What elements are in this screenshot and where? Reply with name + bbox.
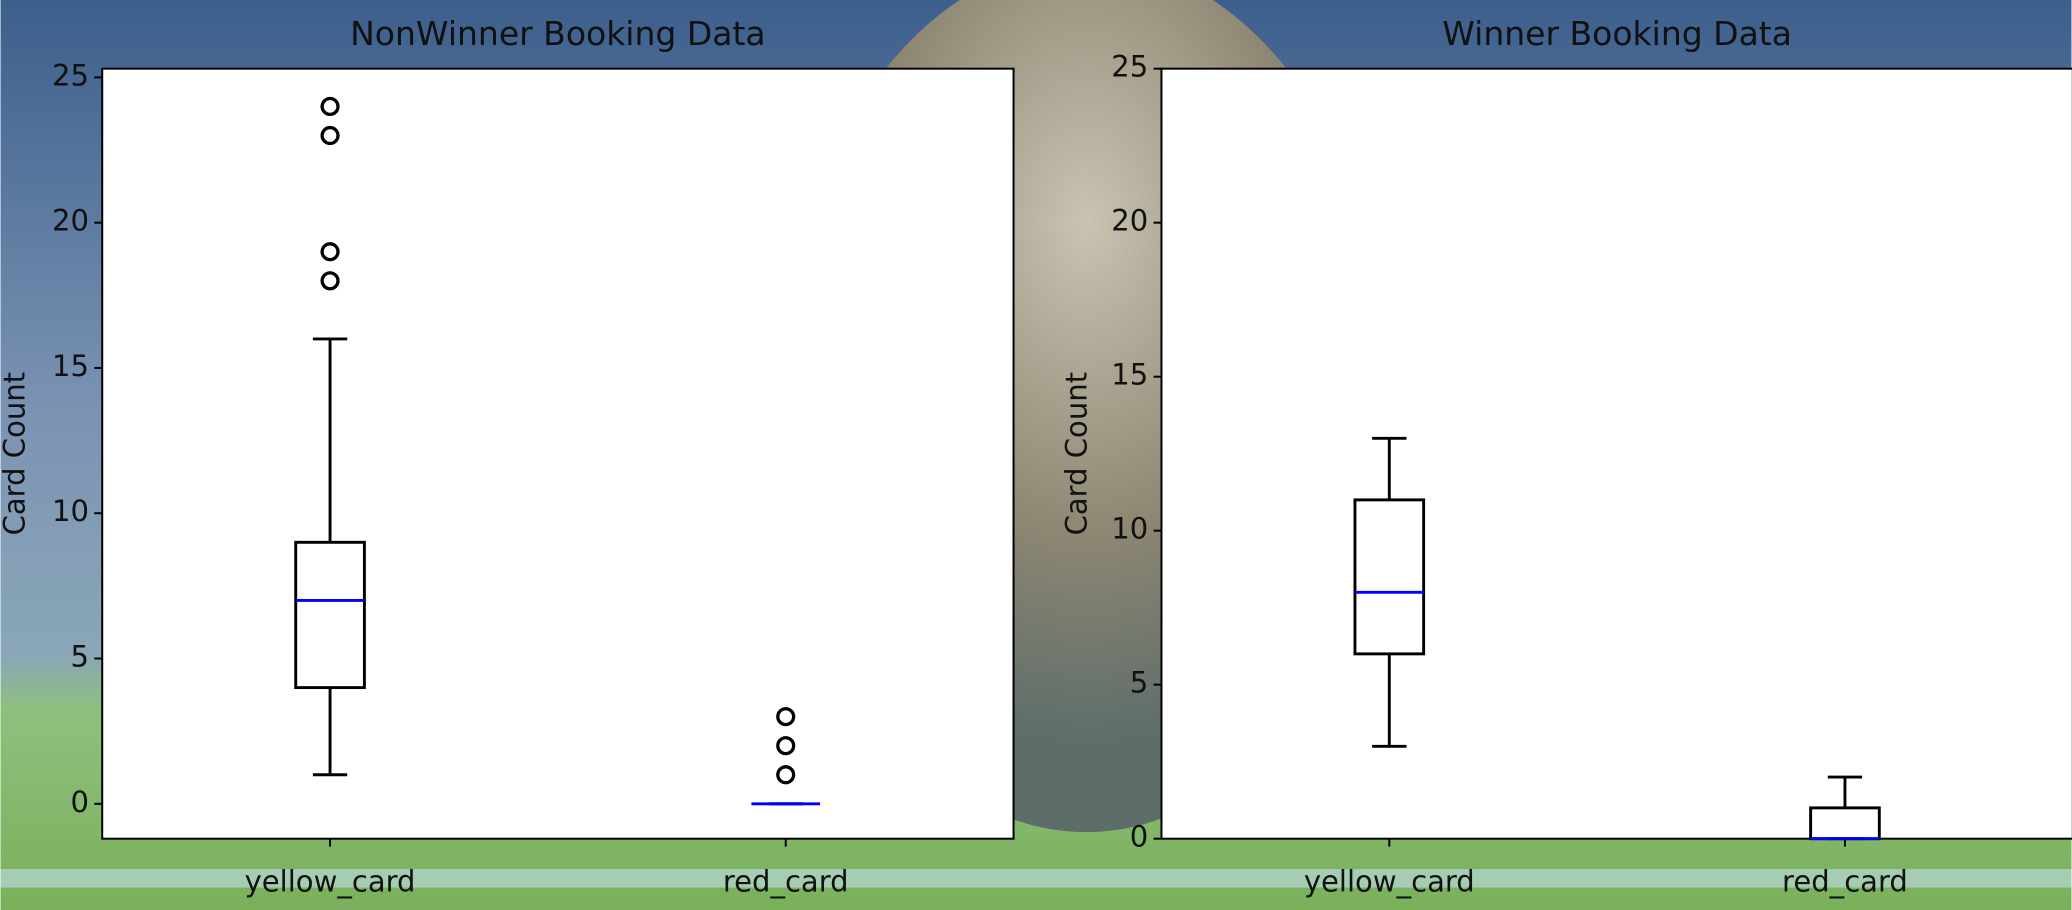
- y-tick-label: 20: [52, 204, 89, 238]
- flier: [776, 765, 796, 785]
- y-axis-label: Card Count: [0, 372, 31, 535]
- box: [1353, 498, 1426, 656]
- flier: [776, 736, 796, 756]
- flier: [320, 242, 340, 262]
- y-tick-label: 5: [71, 640, 89, 674]
- y-tick-label: 0: [71, 785, 89, 819]
- y-tick-label: 10: [1111, 512, 1148, 546]
- y-tick-label: 20: [1111, 204, 1148, 238]
- x-tick-label: yellow_card: [1304, 865, 1475, 899]
- y-tick-label: 15: [52, 349, 89, 383]
- chart-title: Winner Booking Data: [1442, 14, 1792, 53]
- plot-area: [1160, 67, 2072, 840]
- chart-title: NonWinner Booking Data: [350, 14, 766, 53]
- y-axis-label: Card Count: [1059, 372, 1093, 535]
- y-tick-label: 10: [52, 494, 89, 528]
- x-tick-label: red_card: [723, 865, 849, 899]
- y-tick-label: 15: [1111, 358, 1148, 392]
- flier: [776, 707, 796, 727]
- x-tick-label: yellow_card: [245, 865, 416, 899]
- y-tick-label: 0: [1130, 820, 1148, 854]
- flier: [320, 96, 340, 117]
- x-tick-label: red_card: [1782, 865, 1908, 899]
- y-tick-label: 25: [1111, 50, 1148, 84]
- background-stripe: [0, 869, 2072, 888]
- flier: [320, 271, 340, 291]
- y-tick-label: 25: [52, 58, 89, 92]
- flier: [320, 125, 340, 146]
- y-tick-label: 5: [1130, 666, 1148, 700]
- plot-area: [101, 67, 1015, 840]
- box: [294, 540, 366, 690]
